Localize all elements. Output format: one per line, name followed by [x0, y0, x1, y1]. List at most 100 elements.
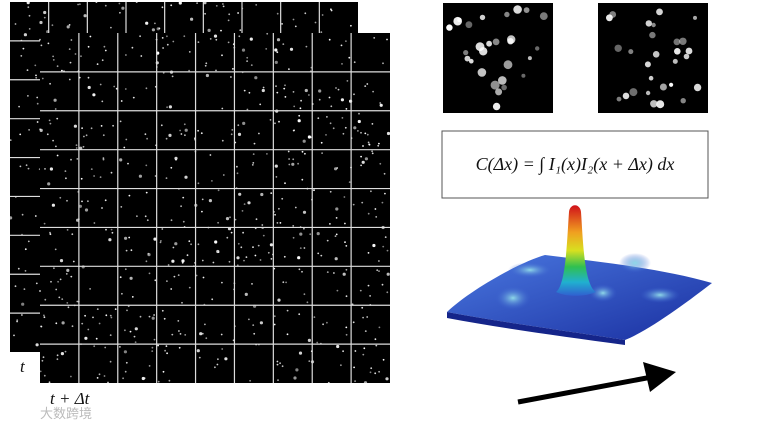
particle [99, 176, 102, 179]
particle [168, 133, 172, 137]
arrow-head [643, 362, 676, 392]
surface-edge [447, 312, 625, 345]
particle [326, 116, 328, 118]
particle [237, 242, 240, 245]
particle [153, 338, 156, 341]
particle [372, 90, 374, 93]
particle [384, 236, 387, 239]
particle [121, 6, 125, 10]
particle [299, 107, 302, 110]
particle [23, 33, 27, 37]
particle [66, 25, 70, 29]
particle [184, 175, 188, 179]
particle [277, 298, 281, 302]
particle [375, 344, 378, 347]
particle [342, 350, 344, 353]
particle [24, 248, 27, 251]
particle [345, 295, 348, 298]
particle [479, 14, 486, 21]
particle [145, 87, 148, 90]
particle [307, 338, 311, 342]
particle [360, 155, 362, 158]
particle [180, 205, 183, 208]
particle [42, 356, 45, 359]
particle [259, 259, 262, 261]
particle [201, 198, 204, 201]
particle [669, 82, 674, 87]
particle [178, 346, 181, 349]
particle [53, 98, 57, 102]
surface-bump [495, 286, 531, 310]
particle [298, 351, 303, 355]
particle [41, 359, 44, 362]
particle [182, 196, 185, 199]
surface-bump [508, 262, 552, 278]
particle [101, 59, 104, 62]
particle [304, 88, 308, 93]
particle [371, 152, 374, 155]
particle [326, 271, 329, 273]
particle [302, 139, 306, 143]
particle [112, 124, 114, 127]
particle [278, 207, 280, 210]
particle [125, 249, 128, 252]
particle [247, 201, 251, 205]
particle [523, 7, 530, 13]
particle [237, 12, 240, 14]
particle [151, 346, 154, 349]
frame-label: t [20, 357, 26, 376]
particle [354, 350, 357, 352]
particle [65, 273, 68, 275]
particle [87, 76, 90, 79]
particle [645, 20, 652, 27]
particle [216, 249, 220, 254]
particle [56, 65, 59, 68]
particle [171, 259, 175, 263]
particle [343, 196, 346, 198]
particle [180, 133, 183, 135]
particle [70, 375, 72, 378]
particle [276, 51, 279, 54]
particle [252, 153, 255, 156]
particle [85, 134, 88, 137]
particle [55, 288, 58, 291]
particle [278, 120, 280, 123]
particle [166, 280, 168, 282]
grid-background [40, 33, 390, 383]
particle [125, 54, 127, 56]
particle [120, 100, 123, 102]
particle [156, 27, 160, 31]
particle [361, 160, 365, 164]
particle [22, 47, 25, 50]
particle [358, 121, 360, 123]
particle [249, 37, 253, 41]
particle [161, 37, 164, 39]
particle [220, 333, 223, 336]
particle [184, 128, 188, 132]
particle [197, 129, 200, 132]
particle [140, 55, 143, 57]
particle [182, 220, 185, 223]
particle [165, 137, 168, 140]
particle [353, 61, 356, 64]
particle [160, 124, 163, 127]
particle [54, 248, 57, 251]
particle [379, 162, 382, 165]
particle [102, 134, 105, 137]
particle [303, 227, 305, 230]
particle [161, 309, 164, 312]
particle [266, 153, 268, 155]
particle [16, 320, 18, 323]
particle [124, 236, 128, 240]
particle [383, 172, 386, 175]
particle [157, 380, 160, 383]
particle [35, 76, 38, 79]
particle [507, 38, 514, 45]
particle [151, 350, 154, 352]
particle [122, 377, 124, 380]
particle [69, 61, 72, 64]
particle [82, 145, 85, 148]
particle [52, 59, 55, 61]
particle [335, 87, 337, 89]
particle [477, 68, 487, 77]
